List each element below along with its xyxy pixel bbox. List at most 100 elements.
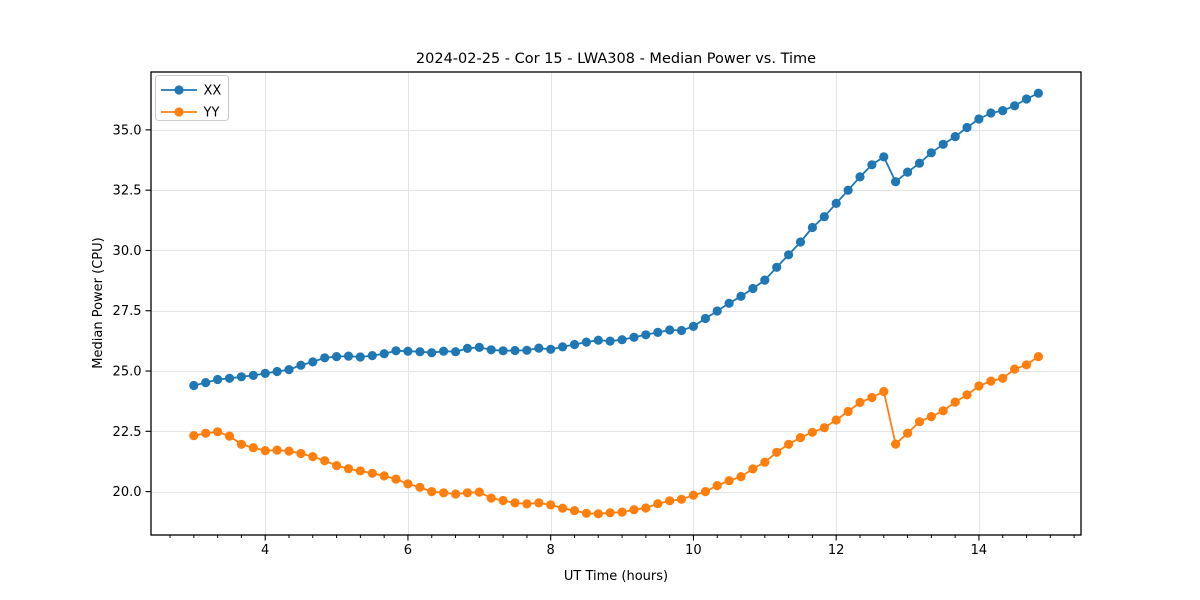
data-point-xx — [926, 148, 936, 158]
data-point-yy — [843, 406, 853, 417]
data-point-xx — [343, 351, 354, 361]
x-tick-label: 6 — [404, 543, 412, 558]
data-point-xx — [522, 345, 532, 355]
data-point-yy — [831, 415, 841, 425]
data-point-xx — [403, 346, 413, 356]
y-axis-label: Median Power (CPU) — [91, 237, 106, 368]
data-point-xx — [736, 291, 746, 301]
series-layer — [189, 88, 1043, 519]
data-point-xx — [462, 343, 472, 353]
legend-box — [155, 75, 229, 121]
data-point-xx — [1033, 88, 1043, 98]
data-point-yy — [510, 498, 520, 508]
data-point-xx — [486, 345, 496, 355]
legend: XX YY — [155, 75, 229, 121]
data-point-yy — [629, 505, 639, 515]
data-point-yy — [891, 439, 901, 449]
data-point-yy — [736, 472, 746, 482]
data-point-xx — [236, 372, 246, 382]
data-point-xx — [914, 158, 925, 168]
data-point-yy — [213, 427, 223, 437]
data-point-xx — [760, 275, 770, 285]
data-point-yy — [534, 498, 544, 508]
grid-layer — [151, 72, 1081, 535]
y-tick-label: 20.0 — [113, 485, 142, 500]
data-point-xx — [641, 330, 651, 340]
data-point-yy — [546, 500, 556, 510]
data-point-yy — [462, 488, 472, 498]
data-point-yy — [605, 508, 615, 518]
data-point-xx — [379, 349, 389, 359]
data-point-yy — [355, 466, 365, 476]
y-tick-label: 30.0 — [113, 244, 142, 259]
data-point-yy — [986, 376, 996, 386]
x-tick-label: 12 — [828, 543, 845, 558]
data-point-yy — [914, 417, 925, 427]
data-point-yy — [474, 487, 484, 497]
data-point-xx — [879, 152, 889, 162]
data-point-xx — [605, 336, 615, 346]
data-point-xx — [189, 380, 199, 391]
data-point-yy — [879, 386, 889, 397]
data-point-xx — [320, 353, 330, 363]
plot-frame — [150, 71, 1082, 536]
data-point-yy — [451, 489, 461, 499]
data-point-xx — [332, 352, 342, 362]
legend-item-yy: YY — [161, 106, 219, 121]
data-point-yy — [522, 499, 532, 509]
data-point-xx — [391, 346, 401, 356]
data-point-yy — [284, 446, 294, 456]
data-point-xx — [891, 177, 901, 187]
data-point-yy — [1033, 352, 1043, 362]
data-point-xx — [439, 346, 449, 356]
data-point-yy — [379, 471, 389, 481]
data-point-xx — [367, 351, 377, 361]
data-point-yy — [772, 447, 782, 457]
data-point-yy — [926, 412, 936, 422]
data-point-xx — [284, 365, 294, 375]
data-point-yy — [807, 427, 818, 437]
data-point-yy — [903, 428, 913, 438]
data-point-yy — [593, 509, 603, 519]
data-point-xx — [510, 345, 520, 356]
data-point-yy — [784, 439, 794, 449]
data-point-xx — [427, 348, 437, 358]
data-point-xx — [581, 337, 592, 347]
data-point-yy — [272, 445, 282, 455]
data-point-xx — [593, 335, 603, 345]
data-point-yy — [641, 503, 651, 513]
data-point-xx — [938, 139, 948, 149]
data-point-xx — [748, 283, 758, 294]
data-point-yy — [724, 476, 734, 486]
data-point-xx — [676, 325, 687, 336]
data-point-yy — [403, 479, 413, 489]
x-tick-label: 4 — [261, 543, 269, 558]
y-tick-label: 32.5 — [113, 184, 142, 199]
data-point-yy — [867, 392, 877, 403]
data-point-xx — [415, 347, 425, 357]
data-point-xx — [855, 172, 865, 182]
data-point-xx — [688, 321, 699, 331]
data-point-yy — [439, 488, 449, 498]
data-point-xx — [629, 332, 639, 342]
data-point-yy — [700, 487, 711, 497]
data-point-yy — [950, 397, 960, 407]
y-tick-label: 25.0 — [113, 365, 142, 380]
data-point-xx — [260, 368, 270, 378]
data-point-yy — [653, 499, 663, 509]
legend-item-xx: XX — [161, 84, 221, 99]
data-point-yy — [189, 431, 199, 441]
data-point-xx — [558, 342, 568, 352]
data-point-yy — [332, 461, 342, 471]
data-point-yy — [296, 448, 306, 459]
data-point-yy — [224, 431, 235, 441]
data-point-yy — [581, 508, 592, 518]
data-point-xx — [308, 357, 318, 367]
data-point-yy — [748, 464, 758, 474]
data-point-xx — [819, 212, 829, 222]
legend-label: XX — [204, 84, 222, 99]
data-point-yy — [415, 482, 425, 492]
data-point-xx — [807, 222, 818, 233]
y-tick-label: 22.5 — [113, 425, 142, 440]
